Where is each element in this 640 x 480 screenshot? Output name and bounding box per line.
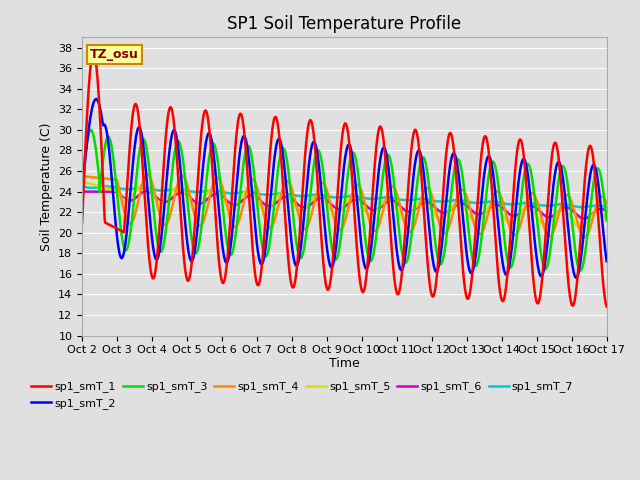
sp1_smT_7 [426,197,434,203]
sp1_smT_4 [603,200,611,206]
sp1_smT_7 [495,199,502,205]
Line: sp1_smT_6: sp1_smT_6 [82,191,607,218]
sp1_smT_7 [603,204,611,210]
Legend: sp1_smT_1, sp1_smT_2, sp1_smT_3, sp1_smT_4, sp1_smT_5, sp1_smT_6, sp1_smT_7: sp1_smT_1, sp1_smT_2, sp1_smT_3, sp1_smT… [27,377,578,413]
sp1_smT_3 [195,241,203,247]
Line: sp1_smT_5: sp1_smT_5 [82,181,607,227]
sp1_smT_3 [541,266,548,272]
sp1_smT_5 [253,198,261,204]
sp1_smT_1 [254,282,262,288]
sp1_smT_3 [577,268,584,274]
sp1_smT_7 [78,184,86,190]
sp1_smT_5 [78,179,86,184]
sp1_smT_6 [254,195,262,201]
sp1_smT_4 [143,171,151,177]
sp1_smT_3 [254,207,262,213]
Line: sp1_smT_1: sp1_smT_1 [82,53,607,306]
sp1_smT_4 [254,187,262,193]
Line: sp1_smT_2: sp1_smT_2 [82,99,607,278]
sp1_smT_1 [78,220,86,226]
sp1_smT_1 [90,50,97,56]
X-axis label: Time: Time [329,357,360,370]
sp1_smT_3 [87,127,95,133]
sp1_smT_7 [577,204,585,210]
sp1_smT_5 [603,217,611,223]
sp1_smT_4 [541,225,548,231]
sp1_smT_3 [78,179,86,184]
sp1_smT_7 [182,188,190,193]
sp1_smT_2 [541,263,548,269]
Y-axis label: Soil Temperature (C): Soil Temperature (C) [40,122,52,251]
sp1_smT_1 [195,158,203,164]
sp1_smT_6 [182,192,190,197]
sp1_smT_1 [182,274,190,279]
sp1_smT_5 [195,201,203,206]
sp1_smT_1 [541,246,548,252]
sp1_smT_7 [541,203,548,208]
sp1_smT_2 [495,222,502,228]
sp1_smT_1 [603,303,611,309]
sp1_smT_6 [541,213,548,218]
sp1_smT_1 [426,282,434,288]
sp1_smT_1 [495,274,502,279]
Line: sp1_smT_3: sp1_smT_3 [82,130,607,271]
sp1_smT_2 [78,189,86,194]
sp1_smT_4 [182,179,190,185]
sp1_smT_6 [143,188,150,194]
sp1_smT_6 [426,200,434,206]
sp1_smT_7 [104,183,111,189]
Text: TZ_osu: TZ_osu [90,48,139,61]
sp1_smT_6 [603,208,611,214]
sp1_smT_4 [78,173,86,179]
sp1_smT_5 [426,204,433,210]
sp1_smT_3 [426,190,434,195]
sp1_smT_5 [540,222,548,228]
sp1_smT_5 [494,206,502,212]
sp1_smT_4 [426,188,434,193]
sp1_smT_4 [195,223,203,228]
sp1_smT_5 [182,192,190,197]
sp1_smT_6 [78,189,86,194]
sp1_smT_2 [182,232,190,238]
sp1_smT_2 [92,96,100,102]
sp1_smT_4 [495,189,502,195]
sp1_smT_7 [254,191,262,196]
sp1_smT_6 [495,202,502,208]
sp1_smT_2 [426,232,434,238]
sp1_smT_2 [254,248,262,253]
Line: sp1_smT_7: sp1_smT_7 [82,186,607,207]
sp1_smT_2 [572,275,580,281]
sp1_smT_2 [195,208,203,214]
sp1_smT_3 [182,188,190,194]
sp1_smT_3 [603,217,611,223]
Line: sp1_smT_4: sp1_smT_4 [82,174,607,237]
sp1_smT_6 [195,201,203,206]
sp1_smT_6 [580,216,588,221]
sp1_smT_2 [603,258,611,264]
sp1_smT_5 [577,224,584,230]
Title: SP1 Soil Temperature Profile: SP1 Soil Temperature Profile [227,15,461,33]
sp1_smT_3 [495,182,502,188]
sp1_smT_7 [195,189,203,195]
sp1_smT_4 [581,234,589,240]
